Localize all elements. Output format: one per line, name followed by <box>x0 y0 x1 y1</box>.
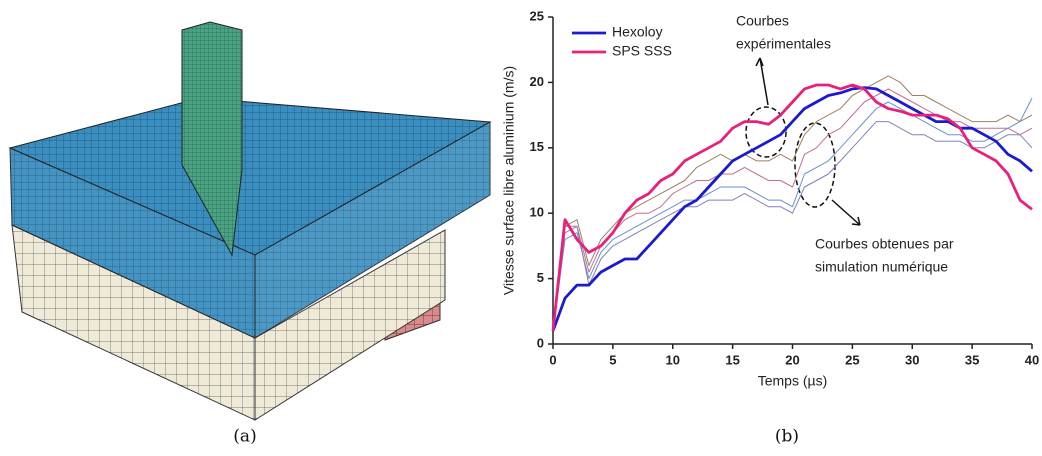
line-series <box>552 121 1033 331</box>
line-series <box>551 83 1033 332</box>
y-tick-label: 0 <box>537 335 544 350</box>
y-axis-label: Vitesse surface libre aluminium (m/s) <box>501 66 517 295</box>
y-tick-label: 15 <box>530 139 544 154</box>
x-tick-label: 25 <box>845 352 859 367</box>
annotation: simulation numérique <box>815 259 948 275</box>
x-axis-label: Temps (µs) <box>758 373 828 389</box>
line-series <box>552 88 1033 331</box>
x-tick-label: 5 <box>609 352 616 367</box>
y-tick-label: 10 <box>530 205 544 220</box>
legend-label: Hexoloy <box>612 24 663 40</box>
annotation: Courbes obtenues par <box>815 236 954 252</box>
y-tick-label: 20 <box>530 74 544 89</box>
legend-label: SPS SSS <box>612 43 672 59</box>
x-tick-label: 10 <box>666 352 680 367</box>
x-tick-label: 15 <box>725 352 739 367</box>
x-tick-label: 0 <box>549 352 556 367</box>
line-series <box>551 86 1033 332</box>
annotation: expérimentales <box>736 36 831 52</box>
line-series <box>552 75 1033 331</box>
x-tick-label: 40 <box>1025 352 1039 367</box>
annotation-shapes <box>745 57 861 226</box>
line-series <box>552 97 1033 331</box>
annotation: Courbes <box>736 13 789 29</box>
y-tick-label: 25 <box>530 8 544 23</box>
x-tick-label: 35 <box>965 352 979 367</box>
y-tick-label: 5 <box>537 270 544 285</box>
mesh-model <box>8 21 492 421</box>
x-tick-label: 20 <box>785 352 799 367</box>
x-tick-label: 30 <box>905 352 919 367</box>
caption: (b) <box>775 427 799 447</box>
caption: (a) <box>233 427 256 447</box>
